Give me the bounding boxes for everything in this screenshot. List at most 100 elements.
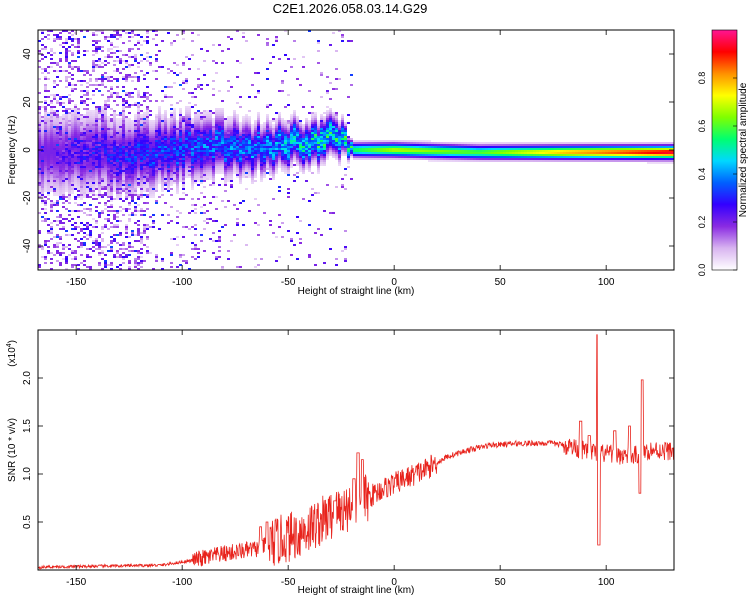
spectrogram-cell: [305, 154, 308, 156]
spectrogram-cell: [257, 168, 260, 170]
spectrogram-cell: [236, 266, 239, 268]
spectrogram-cell: [233, 124, 236, 126]
spectrogram-cell: [245, 116, 248, 118]
spectrogram-cell: [125, 150, 128, 152]
spectrogram-cell: [98, 248, 101, 250]
spectrogram-cell: [107, 48, 110, 50]
spectrogram-cell: [230, 138, 233, 140]
spectrogram-cell: [206, 130, 209, 132]
spectrogram-cell: [194, 132, 197, 134]
spectrogram-cell: [56, 146, 59, 148]
spectrogram-cell: [74, 196, 77, 198]
spectrogram-cell: [143, 180, 146, 182]
spectrogram-cell: [101, 136, 104, 138]
spectrogram-cell: [47, 230, 50, 232]
spectrogram-cell: [122, 170, 125, 172]
spectrogram-cell: [68, 144, 71, 146]
spectrogram-cell: [323, 262, 326, 264]
spectrogram-cell: [257, 114, 260, 116]
spectrogram-cell: [74, 158, 77, 160]
spectrogram-cell: [305, 144, 308, 146]
spectrogram-cell: [278, 128, 281, 130]
spectrogram-cell: [65, 86, 68, 88]
spectrogram-cell: [44, 142, 47, 144]
spectrogram-cell: [164, 116, 167, 118]
spectrogram-cell: [272, 164, 275, 166]
spectrogram-cell: [140, 138, 143, 140]
spectrogram-cell: [221, 172, 224, 174]
spectrogram-cell: [221, 170, 224, 172]
spectrogram-cell: [188, 112, 191, 114]
spectrogram-cell: [236, 130, 239, 132]
spectrogram-cell: [164, 148, 167, 150]
spectrogram-cell: [344, 130, 347, 132]
spectrogram-cell: [239, 130, 242, 132]
spectrogram-cell: [95, 178, 98, 180]
spectrogram-cell: [128, 186, 131, 188]
spectrogram-cell: [101, 196, 104, 198]
spectrogram-cell: [149, 136, 152, 138]
spectrogram-cell: [59, 158, 62, 160]
spectrogram-cell: [71, 142, 74, 144]
spectrogram-cell: [164, 166, 167, 168]
spectrogram-cell: [296, 134, 299, 136]
spectrogram-cell: [287, 154, 290, 156]
spectrogram-cell: [302, 168, 305, 170]
spectrogram-cell: [134, 266, 137, 268]
spectrogram-cell: [149, 152, 152, 154]
spectrogram-cell: [323, 154, 326, 156]
spectrogram-cell: [263, 140, 266, 142]
spectrogram-cell: [104, 226, 107, 228]
spectrogram-cell: [95, 110, 98, 112]
spectrogram-cell: [185, 140, 188, 142]
spectrogram-cell: [296, 136, 299, 138]
spectrogram-cell: [104, 86, 107, 88]
spectrogram-cell: [296, 156, 299, 158]
spectrogram-cell: [350, 144, 353, 146]
spectrogram-cell: [44, 88, 47, 90]
spectrogram-cell: [119, 176, 122, 178]
spectrogram-cell: [89, 234, 92, 236]
spectrogram-cell: [110, 142, 113, 144]
spectrogram-cell: [290, 122, 293, 124]
spectrogram-cell: [260, 176, 263, 178]
spectrogram-cell: [221, 160, 224, 162]
spectrogram-cell: [140, 136, 143, 138]
spectrogram-cell: [101, 168, 104, 170]
spectrogram-cell: [59, 186, 62, 188]
spectrogram-cell: [266, 116, 269, 118]
spectrogram-cell: [47, 250, 50, 252]
spectrogram-cell: [347, 156, 350, 158]
spectrogram-cell: [122, 188, 125, 190]
spectrogram-cell: [74, 188, 77, 190]
spectrogram-cell: [131, 36, 134, 38]
spectrogram-cell: [248, 168, 251, 170]
spectrogram-cell: [170, 42, 173, 44]
spectrogram-cell: [191, 170, 194, 172]
spectrogram-cell: [62, 30, 65, 32]
spectrogram-cell: [86, 168, 89, 170]
spectrogram-cell: [41, 164, 44, 166]
spectrogram-cell: [59, 52, 62, 54]
spectrogram-cell: [77, 166, 80, 168]
spectrogram-cell: [80, 230, 83, 232]
spectrogram-cell: [263, 138, 266, 140]
spectrogram-cell: [107, 36, 110, 38]
spectrogram-cell: [248, 120, 251, 122]
spectrogram-cell: [284, 146, 287, 148]
spectrogram-cell: [215, 118, 218, 120]
spectrogram-cell: [65, 56, 68, 58]
spectrogram-cell: [209, 174, 212, 176]
spectrogram-cell: [341, 142, 344, 144]
spectrogram-cell: [236, 120, 239, 122]
spectrogram-cell: [320, 142, 323, 144]
spectrogram-cell: [38, 266, 41, 268]
spectrogram-cell: [290, 120, 293, 122]
spectrogram-cell: [185, 226, 188, 228]
spectrogram-cell: [98, 132, 101, 134]
spectrogram-cell: [170, 136, 173, 138]
spectrogram-cell: [71, 38, 74, 40]
spectrogram-cell: [137, 110, 140, 112]
spectrogram-cell: [143, 132, 146, 134]
spectrogram-cell: [245, 172, 248, 174]
